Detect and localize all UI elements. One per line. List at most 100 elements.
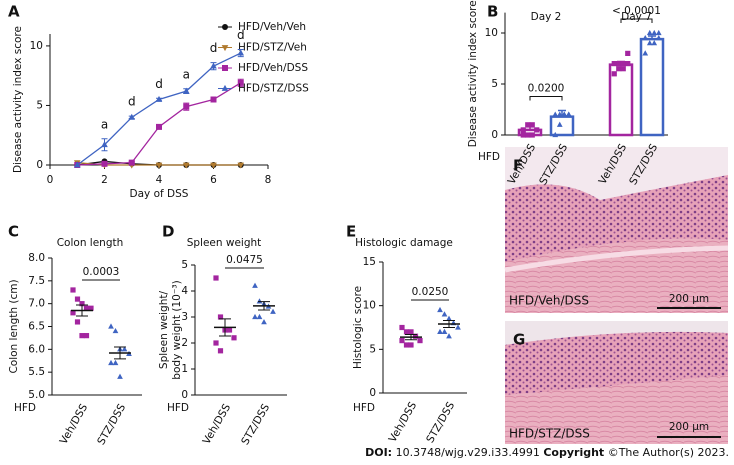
data-point bbox=[534, 127, 540, 133]
significance-label: d bbox=[128, 95, 136, 109]
data-point bbox=[217, 314, 224, 320]
y-axis-label: Colon length (cm) bbox=[8, 279, 20, 373]
mucosa bbox=[505, 175, 728, 262]
data-point bbox=[642, 50, 649, 56]
marker bbox=[237, 162, 245, 169]
data-point bbox=[88, 305, 94, 311]
x-axis-label: Day of DSS bbox=[130, 188, 189, 200]
data-point bbox=[441, 311, 448, 317]
data-point bbox=[121, 346, 128, 352]
sem-bar bbox=[405, 333, 417, 341]
sem-bar bbox=[219, 318, 231, 337]
sem-bar bbox=[76, 304, 88, 317]
legend-marker bbox=[222, 65, 228, 71]
x-tick-label: 4 bbox=[156, 174, 163, 186]
significance-label: d bbox=[237, 28, 245, 42]
marker bbox=[210, 96, 217, 103]
data-point bbox=[417, 338, 423, 344]
sem-bar bbox=[114, 346, 126, 360]
y-tick-label: 1 bbox=[181, 363, 188, 375]
data-point bbox=[446, 333, 452, 339]
data-point bbox=[74, 296, 81, 302]
data-point bbox=[213, 340, 219, 346]
panel-letter: C bbox=[8, 223, 19, 241]
chart-title: Spleen weight bbox=[187, 237, 262, 249]
data-point bbox=[403, 329, 410, 335]
data-point bbox=[651, 29, 658, 36]
marker bbox=[128, 159, 135, 166]
data-point bbox=[655, 29, 662, 36]
x-tick-label: STZ/DSS bbox=[95, 402, 128, 447]
legend-label: HFD/Veh/DSS bbox=[238, 62, 308, 74]
data-point bbox=[620, 66, 626, 72]
y-tick-label: 6.5 bbox=[28, 321, 45, 333]
data-point bbox=[529, 132, 535, 138]
image-caption: HFD/Veh/DSS bbox=[509, 294, 589, 308]
data-point bbox=[403, 342, 410, 348]
significance-label: a bbox=[183, 67, 190, 81]
marker bbox=[155, 162, 163, 169]
comparison-bracket bbox=[620, 18, 653, 23]
data-point bbox=[611, 61, 617, 67]
y-tick-label: 5.5 bbox=[28, 366, 45, 378]
data-point bbox=[108, 323, 114, 329]
y-axis-label: Spleen weight/ bbox=[158, 290, 170, 369]
significance-label: d bbox=[155, 77, 163, 91]
scale-bar-label: 200 µm bbox=[669, 421, 709, 433]
legend-label: HFD/Veh/Veh bbox=[238, 21, 306, 33]
data-point bbox=[552, 111, 559, 117]
marker bbox=[128, 113, 136, 120]
legend-marker bbox=[221, 84, 229, 91]
marker bbox=[210, 62, 217, 69]
p-value: 0.0003 bbox=[83, 266, 120, 278]
data-point bbox=[213, 275, 219, 281]
y-tick-label: 5.0 bbox=[28, 389, 45, 401]
data-point bbox=[525, 132, 531, 138]
data-point bbox=[437, 306, 443, 313]
error-bar bbox=[648, 35, 656, 40]
data-point bbox=[556, 121, 563, 127]
sem-bar bbox=[443, 320, 455, 328]
y-tick-label: 5 bbox=[36, 99, 43, 111]
legend-label: HFD/STZ/DSS bbox=[238, 83, 309, 95]
image-caption: HFD/STZ/DSS bbox=[509, 427, 590, 441]
panel-g: G HFD/STZ/DSS 200 µm bbox=[505, 321, 728, 444]
marker bbox=[101, 141, 108, 148]
row-label: HFD bbox=[14, 402, 36, 414]
y-axis-label: Disease activity index score bbox=[12, 26, 24, 173]
row-label: HFD bbox=[167, 402, 189, 414]
y-axis-label: body weight (10⁻³) bbox=[171, 280, 183, 379]
marker bbox=[182, 87, 190, 94]
y-tick-label: 7.0 bbox=[28, 298, 45, 310]
data-point bbox=[83, 305, 90, 311]
axes bbox=[194, 265, 287, 396]
y-tick-label: 4 bbox=[181, 285, 188, 297]
y-tick-label: 0 bbox=[491, 129, 498, 141]
data-point bbox=[646, 40, 653, 46]
y-tick-label: 0 bbox=[181, 389, 188, 401]
data-point bbox=[616, 61, 622, 67]
data-point bbox=[646, 29, 653, 36]
significance-label: a bbox=[101, 117, 108, 131]
panel-f: F HFD/Veh/DSS 200 µm bbox=[504, 147, 729, 313]
group-label: Day 2 bbox=[531, 11, 562, 23]
y-tick-label: 15 bbox=[363, 256, 376, 268]
p-value: 0.0250 bbox=[412, 286, 449, 298]
x-tick-label: STZ/DSS bbox=[239, 402, 272, 447]
data-point bbox=[620, 61, 626, 67]
data-point bbox=[655, 34, 662, 41]
row-label: HFD bbox=[353, 402, 375, 414]
group-label: Day 7 bbox=[621, 11, 652, 23]
data-point bbox=[399, 324, 405, 331]
copyright: ©The Author(s) 2023. bbox=[608, 446, 729, 459]
data-point bbox=[252, 282, 258, 288]
x-tick-label: 8 bbox=[265, 174, 272, 186]
x-tick-label: 6 bbox=[210, 174, 217, 186]
p-value: < 0.0001 bbox=[612, 5, 661, 17]
doi: 10.3748/wjg.v29.i33.4991 bbox=[396, 446, 540, 459]
data-point bbox=[552, 131, 559, 138]
y-tick-label: 7.5 bbox=[28, 275, 45, 287]
data-point bbox=[616, 66, 622, 72]
mucosa bbox=[505, 331, 728, 395]
